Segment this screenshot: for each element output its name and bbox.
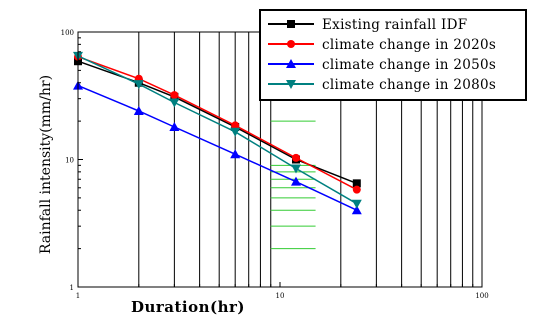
y-axis-label: Rainfall intensity(mm/hr) (38, 75, 54, 254)
series-1-point-2 (170, 91, 179, 100)
series-2-point-4 (290, 176, 301, 186)
legend-label-3: climate change in 2080s (322, 77, 496, 93)
series-3-point-3 (230, 127, 241, 137)
series-line-2 (77, 84, 358, 211)
series-1-point-5 (352, 185, 361, 194)
series-layer (73, 51, 362, 215)
legend-label-2: climate change in 2050s (322, 57, 496, 73)
legend-marker-1 (287, 40, 295, 48)
x-tick-label-2: 100 (475, 292, 488, 300)
legend-marker-2 (286, 59, 296, 68)
legend-label-1: climate change in 2020s (322, 37, 496, 53)
series-3-point-4 (290, 164, 301, 174)
series-1-point-3 (231, 121, 240, 130)
series-3-point-5 (351, 199, 362, 209)
legend-label-0: Existing rainfall IDF (322, 17, 467, 33)
legend-marker-3 (286, 80, 296, 89)
series-line-1 (77, 55, 358, 191)
series-2-point-2 (169, 121, 180, 131)
series-0-point-5 (352, 179, 361, 188)
x-tick-label-0: 1 (76, 292, 80, 300)
series-2-point-5 (351, 205, 362, 215)
legend-marker-0 (287, 20, 295, 28)
x-axis-label: Duration(hr) (131, 298, 245, 316)
y-tick-label-2: 100 (61, 29, 74, 37)
y-tick-label-1: 10 (65, 157, 74, 165)
tick-layer: 1 10 100 1 10 100 (61, 29, 489, 300)
y-tick-label-0: 1 (70, 284, 74, 292)
series-1-point-4 (291, 153, 300, 162)
legend: Existing rainfall IDF climate change in 2… (259, 9, 527, 101)
series-3-point-1 (133, 80, 144, 90)
legend-items: Existing rainfall IDF climate change in 2… (268, 17, 496, 93)
x-tick-label-1: 10 (276, 292, 285, 300)
series-3-point-2 (169, 98, 180, 108)
series-line-3 (77, 55, 358, 205)
series-2-point-1 (133, 106, 144, 116)
series-2-point-3 (230, 149, 241, 159)
